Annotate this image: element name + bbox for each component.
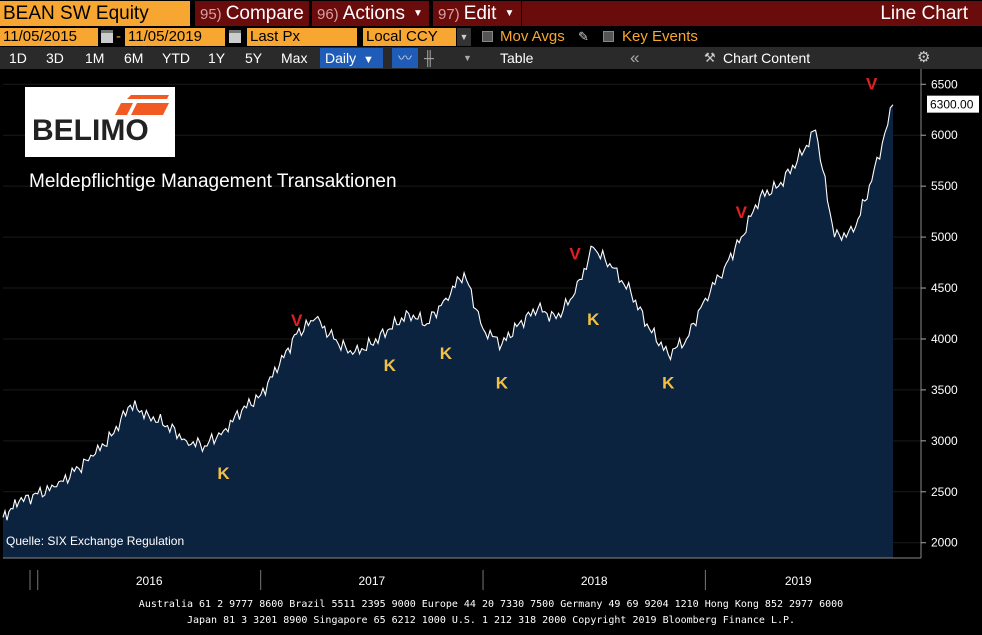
ticker-field[interactable]: BEAN SW Equity: [0, 1, 190, 26]
last-price-label: 6300.00: [930, 98, 974, 112]
bar-chart-icon[interactable]: ╫: [424, 50, 434, 66]
buy-marker: K: [440, 344, 453, 363]
x-tick-label: 2018: [581, 574, 608, 588]
price-area-layer: [2, 104, 894, 558]
buy-marker: K: [496, 373, 509, 392]
buy-marker: K: [587, 310, 600, 329]
actions-number: 96): [317, 6, 339, 23]
period-ytd-button[interactable]: YTD: [162, 50, 190, 66]
end-date-field[interactable]: 11/05/2019: [125, 28, 225, 46]
period-1d-button[interactable]: 1D: [9, 50, 27, 66]
compare-button[interactable]: 95) Compare: [195, 1, 309, 26]
compare-label: Compare: [225, 3, 304, 24]
collapse-icon[interactable]: «: [630, 48, 640, 67]
footer-copyright: Japan 81 3 3201 8900 Singapore 65 6212 1…: [186, 615, 796, 626]
mov-avgs-label[interactable]: Mov Avgs: [500, 28, 565, 45]
y-tick-label: 6000: [931, 128, 958, 142]
x-tick-label: 2019: [785, 574, 812, 588]
calendar-icon[interactable]: [101, 30, 113, 43]
compare-number: 95): [200, 6, 222, 23]
y-tick-label: 4500: [931, 281, 958, 295]
frequency-select[interactable]: Daily ▼: [320, 48, 383, 68]
title-bar: BEAN SW Equity 95) Compare 96) Actions ▼ 97…: [0, 0, 982, 27]
period-max-button[interactable]: Max: [281, 50, 308, 66]
buy-marker: K: [384, 356, 397, 375]
table-button[interactable]: Table: [500, 50, 534, 66]
settings-bar: 11/05/2015 - 11/05/2019 Last Px Local CC…: [0, 27, 982, 47]
y-tick-label: 4000: [931, 332, 958, 346]
y-tick-label: 3000: [931, 434, 958, 448]
chevron-down-icon: ▼: [363, 54, 374, 66]
chart-content-icon[interactable]: ⚒: [704, 50, 716, 65]
edit-number: 97): [438, 6, 460, 23]
period-bar: 1D 3D 1M 6M YTD 1Y 5Y Max Daily ▼ 〰 ╫ ▼ …: [0, 47, 982, 69]
sell-marker: V: [736, 203, 748, 222]
y-axis: 2000 2500 3000 3500 4000 4500 5000 5500 6000 6500…: [920, 69, 979, 558]
source-note: Quelle: SIX Exchange Regulation: [6, 534, 185, 548]
mov-avgs-checkbox[interactable]: [482, 31, 493, 42]
view-title-bar: Line Chart: [522, 1, 982, 26]
y-tick-label: 2000: [931, 536, 958, 550]
y-tick-label: 6500: [931, 77, 958, 91]
belimo-logo: BELIMO: [25, 87, 175, 157]
chart-annotation-title: Meldepflichtige Management Transaktionen: [29, 171, 397, 192]
key-events-label[interactable]: Key Events: [622, 28, 698, 45]
price-field-select[interactable]: Last Px: [247, 28, 357, 46]
chevron-down-icon: ▼: [504, 8, 515, 20]
y-tick-label: 5500: [931, 179, 958, 193]
footer-contacts: Australia 61 2 9777 8600 Brazil 5511 239…: [138, 599, 844, 610]
period-3d-button[interactable]: 3D: [46, 50, 64, 66]
period-1m-button[interactable]: 1M: [85, 50, 105, 66]
chevron-down-icon[interactable]: ▼: [457, 28, 471, 46]
y-tick-label: 3500: [931, 383, 958, 397]
calendar-icon[interactable]: [229, 30, 241, 43]
chart-content-button[interactable]: Chart Content: [723, 50, 811, 66]
sell-marker: V: [291, 311, 303, 330]
logo-text: BELIMO: [32, 114, 149, 147]
key-events-checkbox[interactable]: [603, 31, 614, 42]
edit-label: Edit: [463, 3, 497, 24]
currency-select[interactable]: Local CCY: [363, 28, 456, 46]
period-1y-button[interactable]: 1Y: [208, 50, 226, 66]
last-price-tag: [927, 95, 979, 113]
period-6m-button[interactable]: 6M: [124, 50, 144, 66]
chevron-down-icon[interactable]: ▼: [463, 53, 472, 63]
gear-icon[interactable]: ⚙: [917, 49, 931, 66]
x-tick-label: 2016: [136, 574, 163, 588]
buy-marker: K: [662, 373, 675, 392]
transaction-markers: K V K K K V K K V V: [217, 75, 878, 484]
y-tick-label: 5000: [931, 230, 958, 244]
price-area: [3, 104, 893, 558]
line-chart-icon[interactable]: 〰: [392, 48, 418, 68]
period-5y-button[interactable]: 5Y: [245, 50, 263, 66]
start-date-field[interactable]: 11/05/2015: [0, 28, 98, 46]
x-axis: 2016 2017 2018 2019: [3, 557, 921, 590]
chevron-down-icon: ▼: [413, 8, 423, 20]
belimo-logo-mark: [115, 95, 169, 115]
price-chart: K V K K K V K K V V 2000 2500 3000 3500 4000 4500 5000 5…: [0, 69, 982, 596]
y-tick-label: 2500: [931, 485, 958, 499]
x-tick-label: 2017: [359, 574, 386, 588]
sell-marker: V: [569, 245, 581, 264]
buy-marker: K: [217, 464, 230, 483]
sell-marker: V: [866, 75, 878, 94]
price-line: [2, 104, 894, 521]
frequency-label: Daily: [325, 50, 357, 66]
date-range-separator: -: [116, 28, 121, 45]
pencil-icon[interactable]: ✎: [578, 29, 589, 44]
view-title: Line Chart: [880, 3, 968, 24]
actions-label: Actions: [342, 3, 405, 24]
actions-button[interactable]: 96) Actions ▼: [312, 1, 429, 26]
edit-button[interactable]: 97) Edit ▼: [433, 1, 521, 26]
